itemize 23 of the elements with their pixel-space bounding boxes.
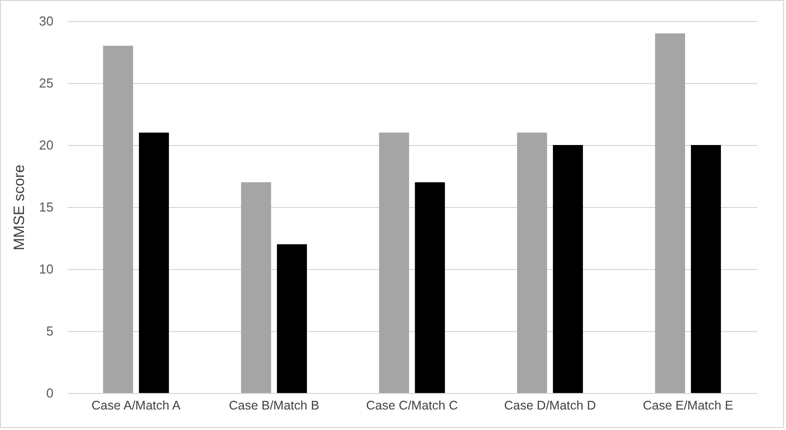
bar [276, 244, 307, 393]
x-tick-label: Case D/Match D [504, 398, 596, 412]
bar [552, 145, 583, 393]
bar [414, 182, 445, 393]
y-tick-label: 30 [39, 14, 54, 28]
y-tick-label: 5 [46, 324, 54, 338]
bar [379, 132, 410, 393]
bar [138, 132, 169, 393]
y-tick-label: 10 [39, 262, 54, 276]
x-tick-label: Case A/Match A [92, 398, 182, 412]
x-tick-label: Case E/Match E [642, 398, 734, 412]
y-tick-label: 0 [46, 386, 54, 400]
y-tick-label: 20 [39, 138, 54, 152]
y-axis-title: MMSE score [11, 164, 28, 250]
bar [103, 46, 134, 393]
bar [241, 182, 272, 393]
bar [690, 145, 721, 393]
x-tick-label: Case C/Match C [366, 398, 458, 412]
bar [517, 132, 548, 393]
y-tick-label: 25 [39, 76, 54, 90]
x-tick-label: Case B/Match B [228, 398, 320, 412]
y-tick-label: 15 [39, 200, 54, 214]
bar [655, 33, 686, 393]
